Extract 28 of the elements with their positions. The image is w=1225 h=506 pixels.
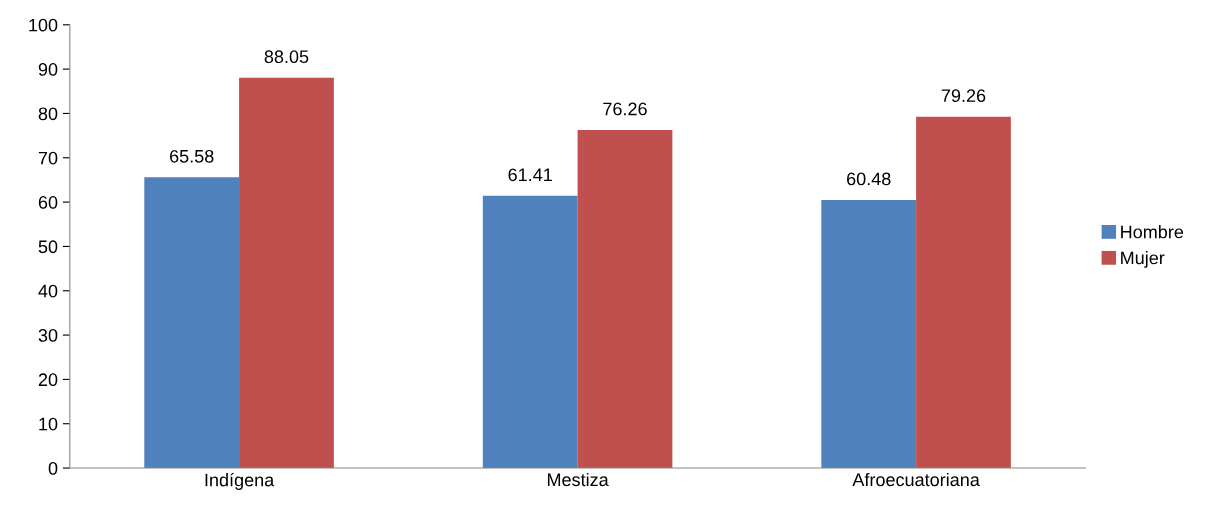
- bar: [577, 130, 673, 469]
- bar: [239, 77, 334, 469]
- legend-label: Hombre: [1121, 225, 1184, 239]
- bar: [144, 177, 240, 469]
- x-tick-label: Indígena: [205, 472, 275, 490]
- y-tick-label: 40: [38, 284, 58, 298]
- bar: [482, 195, 578, 469]
- y-tick-label: 10: [39, 417, 58, 431]
- bar: [916, 116, 1011, 469]
- data-label: 76.26: [603, 102, 647, 116]
- data-label: 79.26: [941, 89, 986, 103]
- data-label: 65.58: [170, 149, 214, 163]
- x-tick-label: Afroecuatoriana: [852, 472, 980, 487]
- data-label: 61.41: [508, 168, 552, 182]
- y-tick-label: 0: [48, 461, 58, 475]
- data-label: 88.05: [264, 50, 309, 64]
- y-tick-label: 20: [38, 373, 58, 387]
- legend-label: Mujer: [1121, 251, 1165, 268]
- y-tick-label: 80: [38, 107, 58, 121]
- y-tick-label: 50: [38, 240, 58, 254]
- y-tick-label: 30: [38, 329, 58, 342]
- y-tick-label: 60: [38, 196, 58, 209]
- x-tick-label: Mestiza: [547, 472, 609, 487]
- y-tick-label: 100: [29, 18, 58, 32]
- data-label: 60.48: [847, 172, 891, 186]
- y-tick-label: 90: [38, 63, 58, 76]
- bar: [821, 199, 917, 469]
- y-tick-label: 70: [38, 151, 58, 165]
